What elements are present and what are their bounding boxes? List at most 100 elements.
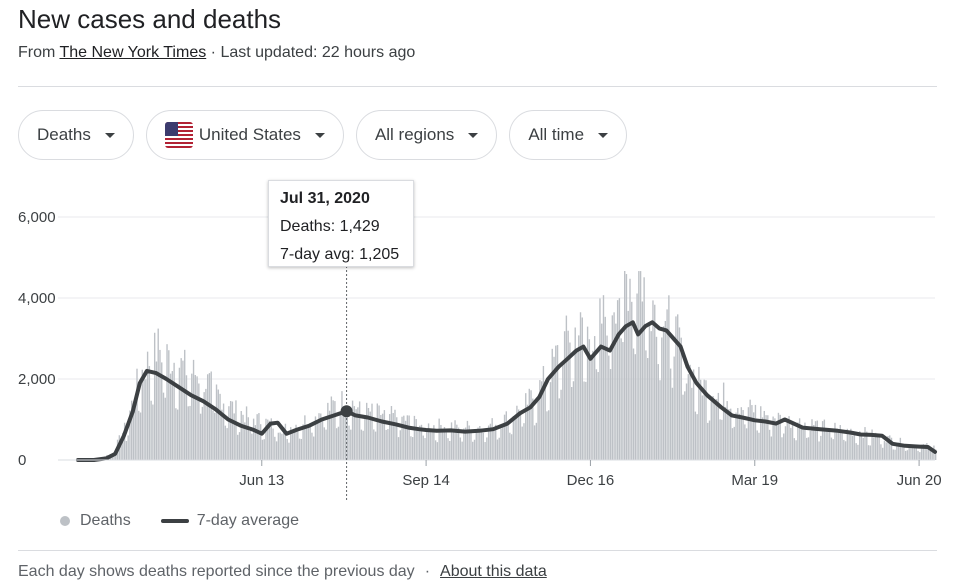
deaths-bar (793, 438, 796, 460)
deaths-bar (855, 443, 857, 460)
deaths-bar (712, 396, 714, 460)
deaths-bar (314, 416, 317, 460)
deaths-bar (442, 432, 444, 460)
caret-down-icon (468, 132, 479, 138)
deaths-bar (813, 424, 815, 460)
deaths-bar (394, 409, 396, 460)
seven-day-average-line (76, 320, 937, 462)
deaths-bar (139, 412, 142, 460)
deaths-bar (768, 429, 771, 460)
about-data-link[interactable]: About this data (440, 563, 547, 580)
deaths-bar (272, 428, 274, 460)
deaths-bar (857, 444, 859, 460)
deaths-bar (210, 371, 212, 460)
deaths-bar (828, 428, 831, 460)
deaths-bar (798, 418, 801, 460)
deaths-bar (348, 425, 350, 460)
deaths-bar (533, 425, 536, 460)
deaths-bar (618, 298, 621, 460)
deaths-bar (252, 418, 255, 460)
region-dropdown[interactable]: All regions (355, 110, 498, 160)
deaths-bar (164, 397, 166, 460)
deaths-bar (392, 413, 394, 460)
deaths-bar (413, 415, 416, 460)
deaths-bar (807, 437, 810, 460)
legend-average-label: 7-day average (196, 512, 299, 529)
deaths-bar (919, 452, 921, 460)
deaths-bar (275, 441, 278, 460)
deaths-bar (224, 425, 227, 460)
deaths-chart[interactable]: 0 2,000 4,000 6,000 Jun 13 Sep 14 Dec 16 Mar 19… (0, 170, 955, 510)
deaths-bar (265, 418, 267, 460)
deaths-bar (862, 437, 864, 460)
deaths-bar (733, 426, 735, 460)
location-dropdown-label: United States (198, 125, 301, 144)
deaths-bar (699, 379, 702, 460)
deaths-bar (535, 422, 538, 460)
deaths-bar (482, 432, 485, 460)
deaths-bar (638, 271, 640, 460)
deaths-bar (180, 358, 182, 460)
deaths-bar (790, 427, 792, 460)
deaths-bar (920, 444, 923, 460)
filter-bar: Deaths United States All regions All tim… (18, 110, 628, 160)
deaths-bar (558, 398, 561, 460)
deaths-bar (864, 427, 866, 460)
location-dropdown[interactable]: United States (145, 110, 344, 160)
deaths-bar (403, 415, 405, 460)
deaths-bar (169, 373, 172, 460)
deaths-bar (240, 411, 242, 460)
period-dropdown[interactable]: All time (509, 110, 628, 160)
deaths-bar (530, 390, 532, 460)
deaths-bar (880, 444, 882, 460)
deaths-bar (763, 410, 765, 460)
deaths-bar (222, 403, 225, 460)
deaths-bar (814, 421, 817, 460)
deaths-bar (705, 380, 707, 460)
deaths-bar (680, 337, 682, 460)
deaths-bar (498, 437, 500, 460)
deaths-bar (606, 335, 608, 460)
source-link[interactable]: The New York Times (59, 44, 207, 61)
deaths-bar (772, 416, 774, 460)
deaths-bar (673, 356, 675, 460)
x-tick-label: Mar 19 (731, 472, 778, 489)
deaths-bar (371, 403, 373, 460)
deaths-bar (327, 402, 329, 460)
deaths-bar (804, 422, 806, 460)
deaths-bar (196, 376, 198, 460)
deaths-bar (495, 424, 497, 460)
deaths-bar (260, 424, 262, 460)
deaths-bar (404, 420, 407, 460)
deaths-bar (512, 416, 515, 460)
deaths-bar (841, 433, 843, 460)
deaths-bar (797, 422, 799, 460)
deaths-bar (203, 392, 205, 460)
deaths-bar (726, 401, 728, 460)
deaths-bar (132, 403, 135, 460)
deaths-bar (853, 431, 856, 460)
deaths-bar (335, 428, 338, 460)
deaths-bar (189, 405, 191, 460)
metric-dropdown[interactable]: Deaths (18, 110, 134, 160)
deaths-bar (728, 409, 730, 460)
deaths-bar (809, 430, 811, 460)
deaths-bar (305, 425, 308, 460)
deaths-bar (424, 438, 426, 460)
deaths-bar (431, 430, 433, 460)
deaths-bar (742, 410, 744, 460)
deaths-bar (850, 428, 852, 460)
deaths-bar (362, 430, 364, 460)
deaths-bar (477, 427, 479, 460)
deaths-bar (343, 410, 345, 460)
deaths-bar (738, 413, 741, 460)
deaths-bar (904, 450, 907, 460)
deaths-bar (601, 323, 603, 460)
deaths-bar (632, 348, 635, 460)
deaths-bar (655, 336, 658, 460)
deaths-bar (830, 437, 833, 460)
x-tick-label: Sep 14 (402, 472, 450, 489)
deaths-bar (608, 355, 610, 460)
deaths-bar (597, 372, 599, 460)
deaths-bar (526, 404, 529, 460)
